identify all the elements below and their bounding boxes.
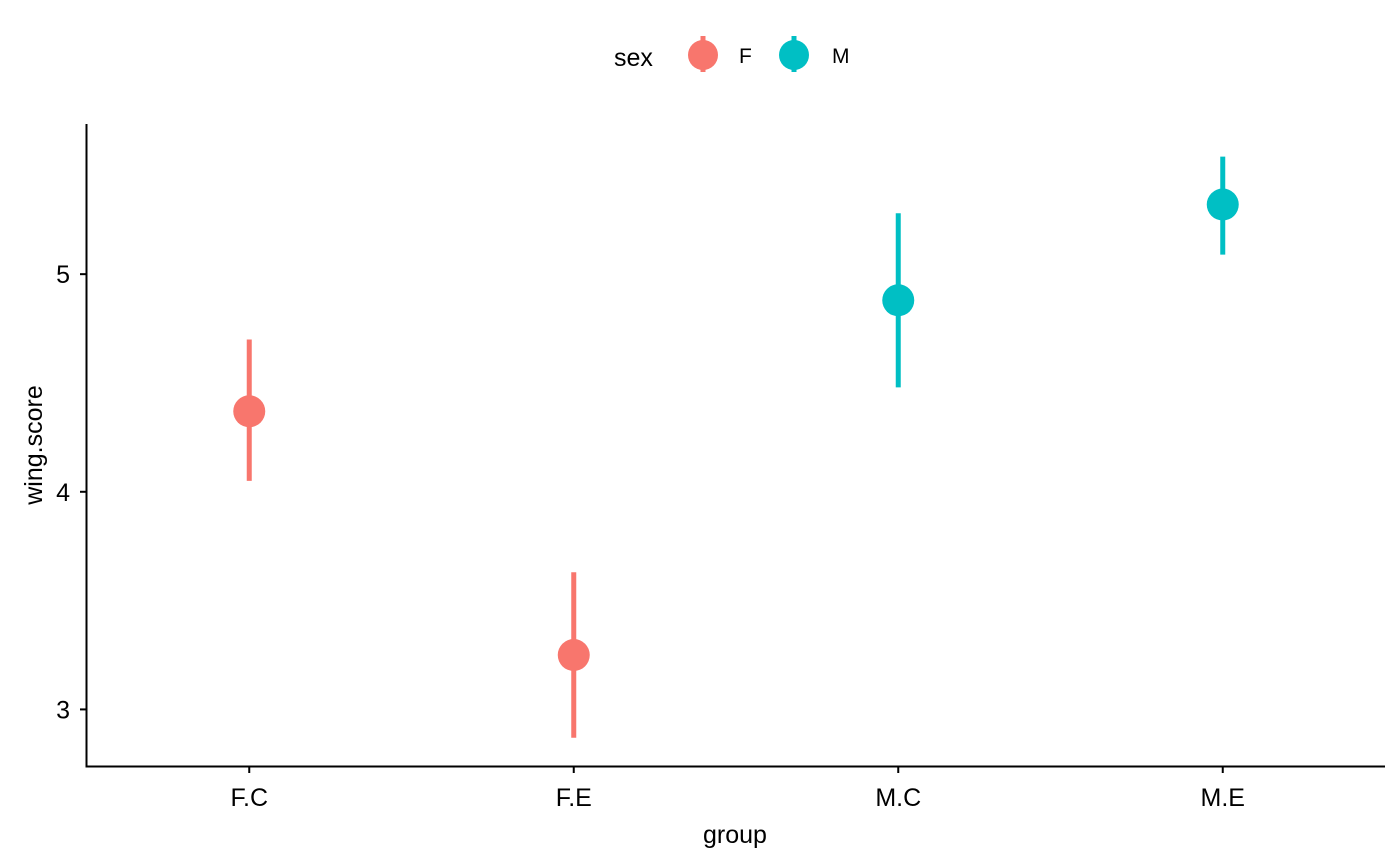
point-m-e: [1206, 188, 1239, 221]
x-tick-label: F.E: [556, 784, 592, 812]
data-marks: [233, 156, 1239, 738]
legend-key-f-point: [688, 40, 718, 70]
legend-label-m: M: [832, 45, 850, 68]
legend-entry-f: F: [688, 36, 752, 72]
point-m-c: [882, 284, 915, 317]
x-tick-label: M.C: [875, 784, 921, 812]
y-tick-label: 3: [56, 696, 70, 724]
legend: sex F M: [614, 36, 850, 72]
x-axis-title: group: [703, 821, 767, 849]
y-tick-label: 4: [56, 479, 70, 507]
point-f-e: [557, 639, 590, 672]
y-ticks: 3 4 5: [56, 261, 86, 724]
legend-title: sex: [614, 44, 653, 72]
legend-key-m-point: [779, 40, 809, 70]
point-f-c: [233, 395, 266, 428]
x-tick-label: M.E: [1201, 784, 1245, 812]
y-tick-label: 5: [56, 261, 70, 289]
legend-entry-m: M: [779, 36, 850, 72]
x-tick-label: F.C: [231, 784, 269, 812]
x-ticks: F.C F.E M.C M.E: [231, 767, 1245, 812]
legend-label-f: F: [739, 45, 752, 68]
y-axis-title: wing.score: [20, 385, 48, 506]
